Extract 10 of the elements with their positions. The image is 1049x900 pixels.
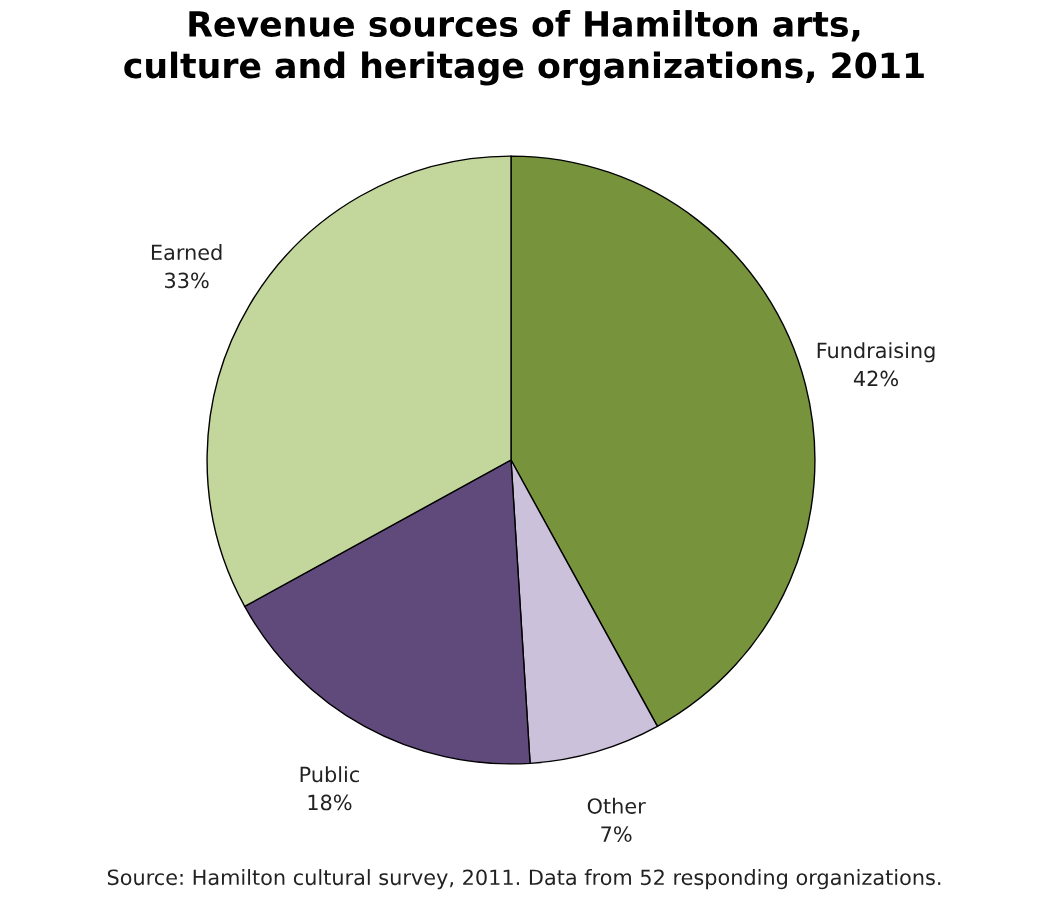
slice-label: Public [300,766,359,783]
slice-label: Other [587,797,646,814]
slice-label: Earned [151,244,222,261]
data-label: 33% [165,272,209,289]
data-label: 42% [853,370,899,387]
source-note: Source: Hamilton cultural survey, 2011. Data from 52 responding organizations. [107,869,941,890]
data-label: 18% [308,794,352,811]
data-label: 7% [601,826,632,842]
chart-title: Revenue sources of Hamilton arts, culture and heritage organizations, 2011 [124,10,924,86]
slice-label: Fundraising [817,342,935,363]
